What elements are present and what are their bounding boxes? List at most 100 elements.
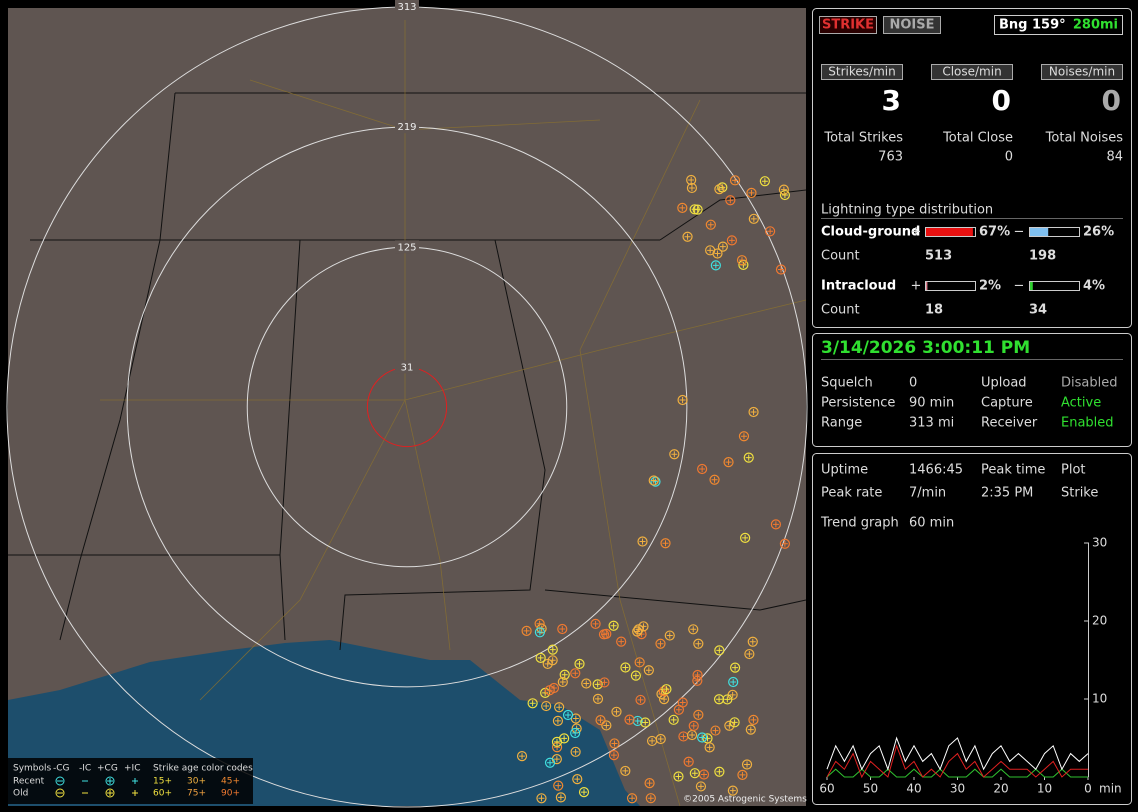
strike-button-label[interactable]: STRIKE [822,18,874,33]
bearing-box [994,15,1123,35]
x-tick-label: 10 [1037,782,1052,796]
count: 198 [1029,249,1056,264]
x-tick-label: 60 [819,782,834,796]
strike [561,735,568,742]
legend-icon [107,790,113,796]
rate-button [821,64,903,80]
stats-cell: Strike [1061,486,1098,501]
strike [657,735,664,742]
strike [650,476,661,487]
panel [812,453,1132,805]
strike [711,476,718,483]
strike [692,669,703,681]
strike [597,717,604,724]
bar-track [925,281,976,291]
strike [779,538,790,549]
rate-value: 0 [992,84,1011,117]
sign: + [911,279,922,294]
stats-cell: 7/min [909,486,946,501]
type-name: Intracloud [821,279,896,294]
stats-cell: Peak rate [821,486,882,501]
strike [637,536,648,547]
strike [714,766,725,777]
rate-label: Strikes/min [828,65,895,79]
strike [750,716,757,723]
type-name: Cloud-ground [821,225,920,240]
strike [748,714,759,725]
strike [765,226,776,237]
strike [748,213,759,224]
ring-label: 31 [401,362,414,373]
legend-title: Symbols [13,764,52,774]
strike [668,714,679,725]
rate-value: 3 [882,84,901,117]
strike [645,793,656,804]
noise-button-label[interactable]: NOISE [889,18,934,33]
rate-button [1041,64,1123,80]
rate-label: Close/min [942,65,1001,79]
strike [750,215,757,222]
strike [647,795,654,802]
strike [570,727,581,739]
strike [553,756,560,763]
noise-button[interactable] [883,16,941,34]
legend-row: Old [13,789,28,799]
x-tick-label: 40 [906,782,921,796]
strike [740,433,747,440]
strike [675,773,682,780]
strike [690,722,697,729]
total-label: Total Noises [1045,131,1124,146]
strike [692,204,703,215]
strike [725,459,732,466]
strike [601,628,612,639]
strike [632,626,643,637]
strike [649,737,656,744]
strike [713,694,725,705]
strike [717,182,728,193]
strike [684,233,691,240]
stats-cell: 2:35 PM [981,486,1033,501]
strike [547,644,558,655]
strike [741,759,753,770]
strike [744,648,755,660]
strike [742,534,749,541]
strike [636,659,643,666]
legend-icon [107,778,113,784]
rate-label: Noises/min [1049,65,1115,79]
strike [644,777,655,789]
strike [594,681,601,688]
bar-fill [1030,228,1049,236]
strike [710,725,721,736]
strike [688,177,695,184]
strike [559,678,566,685]
strike [746,651,753,658]
strike [722,694,733,705]
total-value: 763 [878,150,903,165]
strike [554,717,561,724]
strike [657,640,664,647]
strike [634,657,645,668]
stats-cell: Plot [1061,463,1086,478]
strike [729,691,736,698]
datetime: 3/14/2026 3:00:11 PM [821,338,1030,358]
status-cell: Persistence [821,396,895,411]
strike [747,726,754,733]
strike [565,711,572,718]
strike [557,623,568,635]
strike [689,768,700,779]
strike [728,237,735,244]
strike [726,235,737,246]
strike [613,708,620,715]
strike [592,679,603,690]
strike [655,733,666,745]
panel [812,8,1132,328]
strike [555,792,566,803]
strike [686,174,697,186]
strike [622,664,629,671]
strike [738,431,750,442]
strike [747,636,758,647]
strike [570,668,581,679]
strike-button[interactable] [819,16,877,34]
strike [724,720,735,731]
count: 34 [1029,303,1047,318]
